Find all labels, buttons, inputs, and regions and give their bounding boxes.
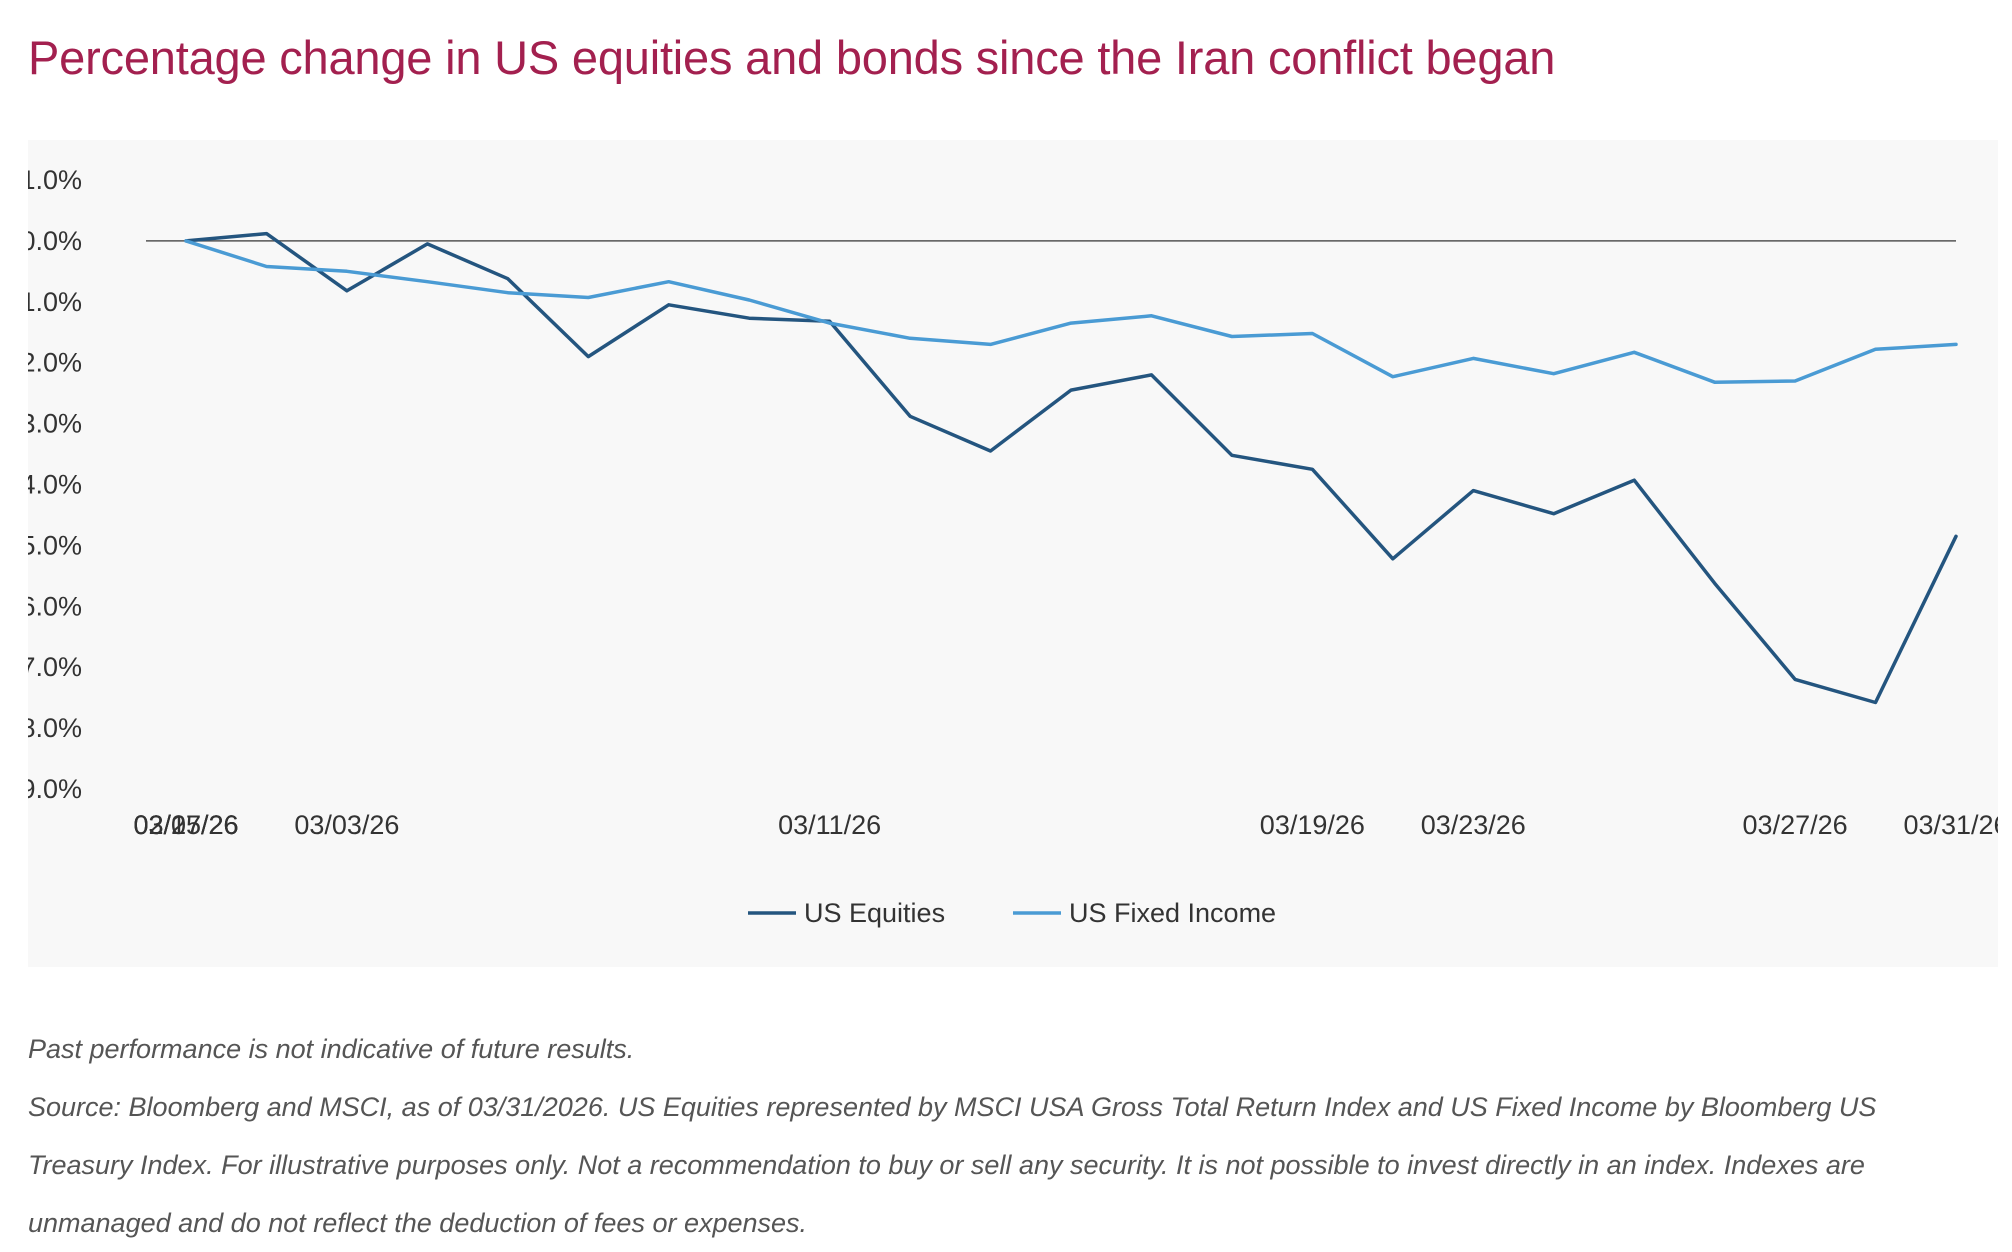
y-tick-label: -8.0% [28,713,82,743]
y-tick-label: -6.0% [28,591,82,621]
line-chart: 1.0% 0.0% -1.0% -2.0% -3.0% -4.0% -5.0% -6.0% -7… [28,165,1998,928]
y-tick-label: 1.0% [28,165,82,195]
x-tick-label: 03/27/26 [1743,810,1848,840]
footnotes: Past performance is not indicative of fu… [28,1020,1988,1252]
y-tick-label: -9.0% [28,774,82,804]
y-tick-label: -4.0% [28,470,82,500]
series-line-us-fixed-income [184,239,1958,384]
legend: US Equities US Fixed Income [748,898,1276,928]
y-tick-label: -1.0% [28,287,82,317]
y-tick-label: -3.0% [28,409,82,439]
x-tick-label: 03/23/26 [1421,810,1526,840]
x-tick-label: 02/27/26 [133,810,238,840]
y-tick-label: -7.0% [28,652,82,682]
disclaimer-text: Past performance is not indicative of fu… [28,1034,635,1064]
x-tick-label: 03/11/26 [778,810,881,840]
legend-label: US Fixed Income [1069,898,1276,928]
y-tick-label: -5.0% [28,530,82,560]
series-lines [184,231,1958,705]
y-tick-label: -2.0% [28,348,82,378]
series-line-us-equities [184,231,1958,705]
chart-panel: 1.0% 0.0% -1.0% -2.0% -3.0% -4.0% -5.0% -6.0% -7… [28,140,1998,967]
source-text: Source: Bloomberg and MSCI, as of 03/31/… [28,1092,1877,1238]
x-tick-label: 03/19/26 [1260,810,1365,840]
x-tick-label: 03/03/26 [294,810,399,840]
y-tick-label: 0.0% [28,226,82,256]
y-axis-ticks: 1.0% 0.0% -1.0% -2.0% -3.0% -4.0% -5.0% -6.0% -7… [28,165,82,804]
x-tick-label: 03/31/26 [1903,810,1998,840]
x-axis-ticks: 02/27/26 03/03/26 03/07/26 03/11/26 03/15/26… [133,810,1998,840]
x-tick-label: 03/07/26 [133,810,238,840]
legend-label: US Equities [804,898,945,928]
x-tick-label: 03/15/26 [133,810,238,840]
chart-title: Percentage change in US equities and bon… [28,31,1556,84]
